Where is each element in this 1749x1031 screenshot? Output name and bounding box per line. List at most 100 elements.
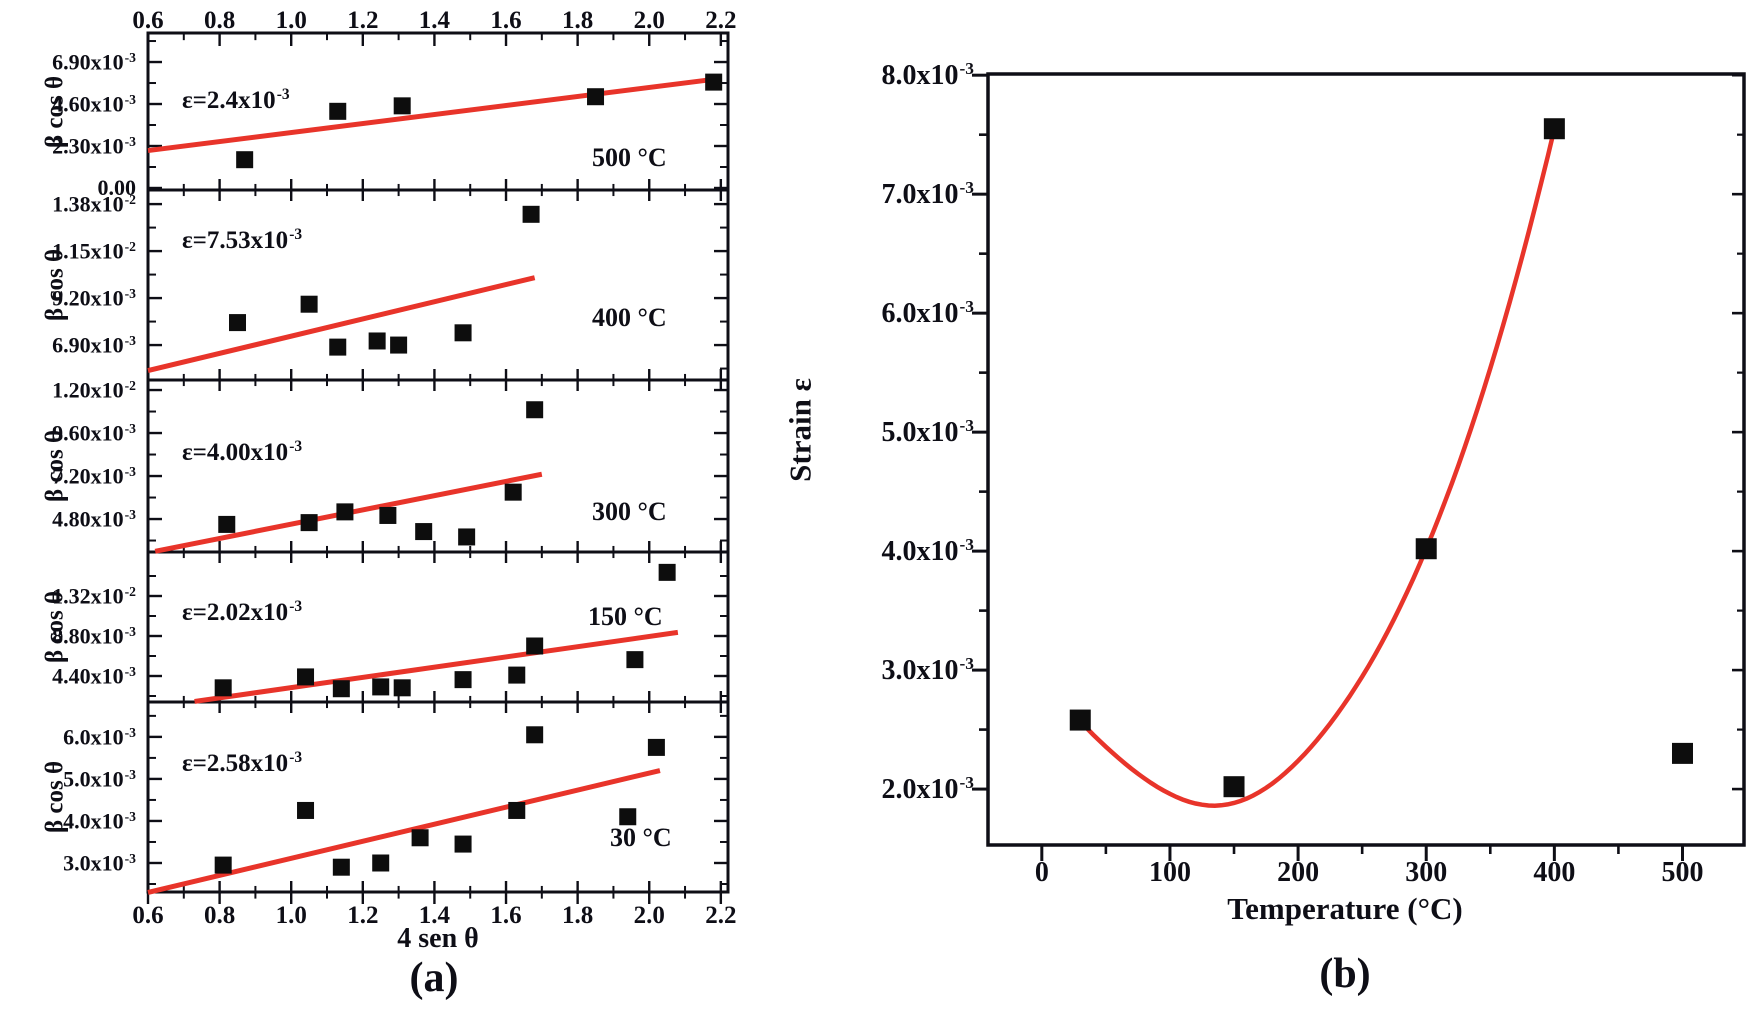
data-point <box>372 854 390 872</box>
panel-a-ytick-label: 9.60x10-3 <box>52 420 136 446</box>
panel-a-bottom-tick-label: 1.8 <box>562 902 594 929</box>
panel-a-ytick-label: 4.80x10-3 <box>52 506 136 532</box>
panel-a-ytick-label: 5.0x10-3 <box>63 766 136 792</box>
data-point <box>393 97 411 115</box>
data-point <box>454 835 472 853</box>
panel-a-ytick-label: 7.20x10-3 <box>52 463 136 489</box>
panel-a-bottom-tick-label: 1.6 <box>490 902 522 929</box>
data-point <box>332 858 350 876</box>
panel-a-bottom-tick-label: 0.8 <box>203 902 236 929</box>
panel-b-yaxis-title: Strain ε <box>782 378 818 482</box>
data-point <box>1671 742 1693 764</box>
data-point <box>508 666 526 684</box>
data-point <box>526 637 544 655</box>
data-point <box>218 515 236 533</box>
panel-a-top-tick-label: 1.6 <box>490 7 522 34</box>
data-point <box>504 483 522 501</box>
data-point <box>300 295 318 313</box>
data-point <box>214 856 232 874</box>
data-point <box>647 738 665 756</box>
data-point <box>368 332 386 350</box>
panel-a-top-tick-label: 1.4 <box>418 7 451 34</box>
strain-annotation: ε=2.58x10-3 <box>182 749 303 777</box>
panel-b-label: (b) <box>1319 951 1371 997</box>
data-point <box>336 503 354 521</box>
panel-b-ytick-label: 6.0x10-3 <box>881 297 974 329</box>
panel-a-ytick-label: 2.30x10-3 <box>52 133 136 159</box>
data-point <box>454 671 472 689</box>
data-point <box>522 205 540 223</box>
panel-a-top-tick-label: 2.0 <box>633 7 665 34</box>
panel-a-top-tick-label: 0.6 <box>132 7 164 34</box>
temperature-label: 30 °C <box>610 823 672 852</box>
panel-a-yaxis-title: β cos θ <box>41 590 69 664</box>
panel-a-yaxis-title: β cos θ <box>41 75 69 148</box>
panel-a-xaxis-title: 4 sen θ <box>397 923 479 954</box>
data-point <box>297 668 315 686</box>
data-point <box>526 401 544 419</box>
panel-b-xtick-label: 100 <box>1148 857 1191 888</box>
panel-a-ytick-label: 1.32x10-2 <box>52 583 136 609</box>
panel-a-label: (a) <box>409 955 459 1001</box>
data-point <box>458 528 476 546</box>
fit-line <box>147 275 536 374</box>
data-point <box>390 336 408 354</box>
data-point <box>329 102 347 120</box>
strain-annotation: ε=2.02x10-3 <box>182 598 303 626</box>
panel-a-ytick-label: 6.90x10-3 <box>52 49 136 75</box>
panel-b-ytick-label: 4.0x10-3 <box>881 535 974 567</box>
data-point <box>379 506 397 524</box>
data-point <box>1223 776 1245 798</box>
data-point <box>236 151 254 169</box>
data-point <box>229 314 247 332</box>
panel-a-top-tick-label: 1.2 <box>347 7 379 34</box>
data-point <box>297 801 315 819</box>
data-point <box>1415 538 1437 560</box>
data-point <box>214 679 232 697</box>
panel-a-ytick-label: 6.0x10-3 <box>63 724 136 750</box>
panel-a-top-tick-label: 1.8 <box>562 7 594 34</box>
data-point <box>300 514 318 532</box>
temperature-label: 300 °C <box>592 497 667 526</box>
data-point <box>705 73 723 91</box>
panel-a-frame <box>146 31 730 894</box>
data-point <box>619 808 637 826</box>
panel-b-ytick-label: 7.0x10-3 <box>881 178 974 210</box>
strain-annotation: ε=4.00x10-3 <box>182 438 303 466</box>
data-point <box>658 563 676 581</box>
fit-curve <box>1078 128 1557 808</box>
data-point <box>1069 709 1091 731</box>
data-point <box>526 726 544 744</box>
panel-b-ytick-label: 8.0x10-3 <box>881 59 974 91</box>
temperature-label: 400 °C <box>592 303 667 332</box>
data-point <box>1543 118 1565 140</box>
panel-a-bottom-tick-label: 2.0 <box>633 902 665 929</box>
panel-a-yaxis-title: β cos θ <box>41 429 69 503</box>
data-point <box>411 829 429 847</box>
fit-line <box>194 629 679 704</box>
data-point <box>626 651 644 669</box>
panel-a-ytick-label: 4.0x10-3 <box>63 808 136 834</box>
data-point <box>587 88 605 106</box>
data-point <box>332 680 350 698</box>
data-point <box>415 523 433 541</box>
panel-b-xtick-label: 500 <box>1661 857 1704 888</box>
panel-a-ytick-label: 8.80x10-3 <box>52 623 136 649</box>
data-point <box>372 678 390 696</box>
panel-a-ytick-label: 1.38x10-2 <box>52 191 136 217</box>
panel-a-ytick-label: 0.00 <box>97 174 137 200</box>
panel-b-xaxis-title: Temperature (°C) <box>1227 891 1463 926</box>
panel-a-ytick-label: 6.90x10-3 <box>52 332 136 358</box>
strain-annotation: ε=7.53x10-3 <box>182 226 303 254</box>
data-point <box>508 801 526 819</box>
panel-a-yaxis-title: β cos θ <box>41 248 69 322</box>
strain-annotation: ε=2.4x10-3 <box>182 86 290 114</box>
temperature-label: 500 °C <box>592 143 667 172</box>
panel-b-ytick-label: 2.0x10-3 <box>881 773 974 805</box>
panel-a-top-tick-label: 1.0 <box>275 7 307 34</box>
fit-line <box>147 75 722 154</box>
panel-a-ytick-label: 1.20x10-2 <box>52 377 136 403</box>
panel-a-ytick-label: 9.20x10-3 <box>52 285 136 311</box>
